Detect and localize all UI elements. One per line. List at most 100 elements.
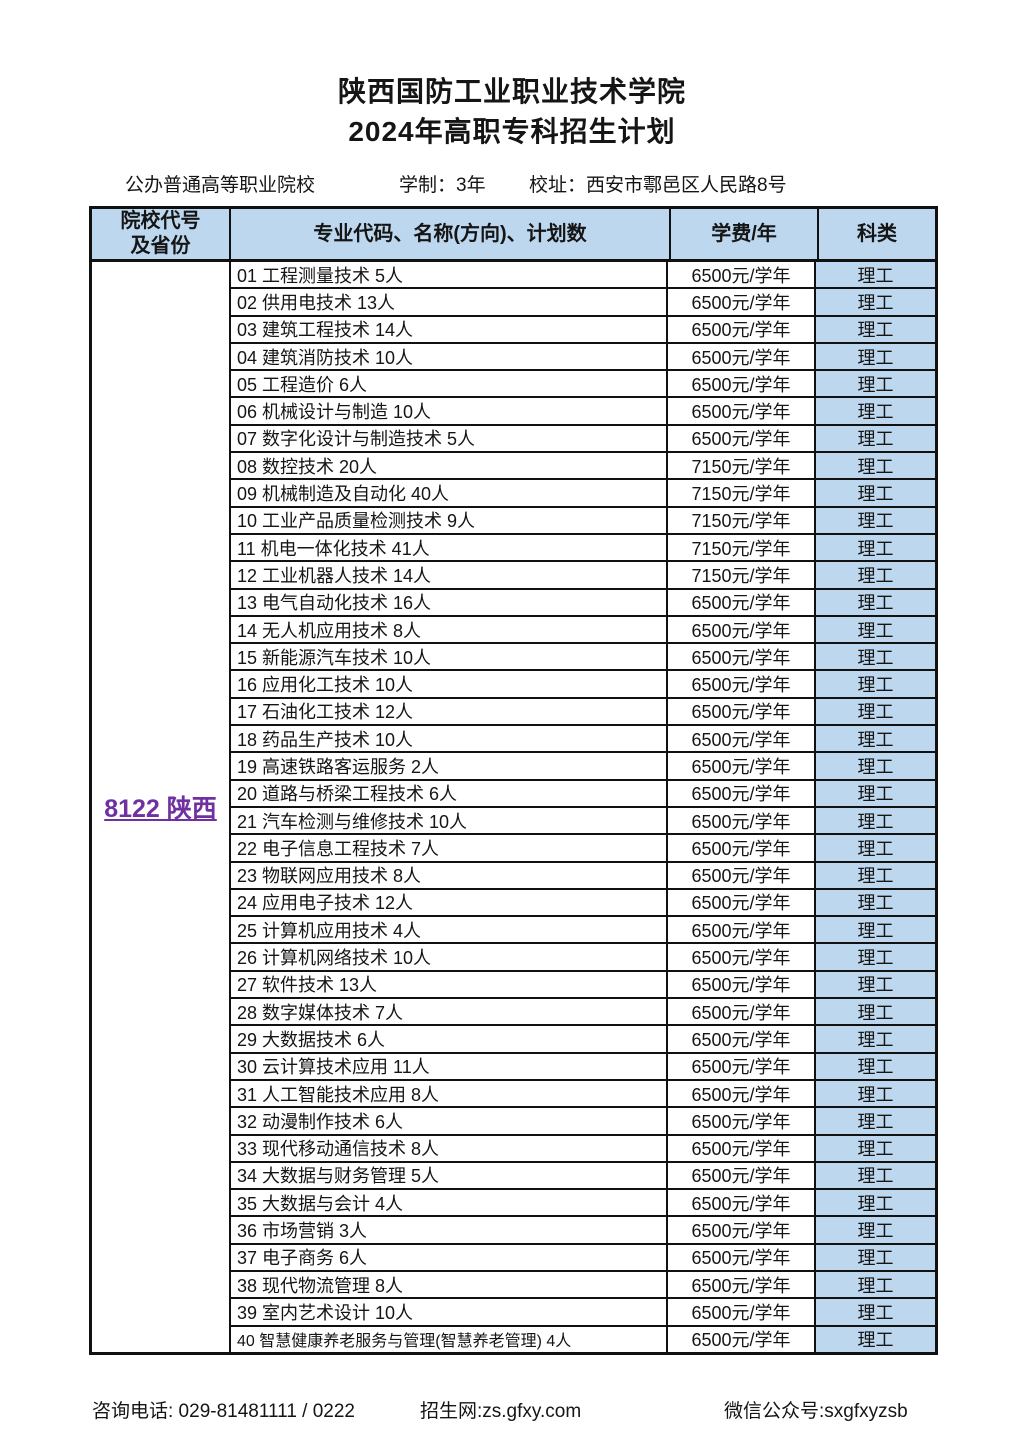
fee-cell: 6500元/学年 [668, 371, 816, 397]
table-row: 01 工程测量技术 5人 6500元/学年 理工 [231, 262, 935, 290]
table-row: 34 大数据与财务管理 5人 6500元/学年 理工 [231, 1162, 935, 1191]
category-cell: 理工 [816, 1080, 935, 1107]
category-cell: 理工 [816, 480, 935, 506]
major-cell: 37 电子商务 6人 [231, 1244, 668, 1270]
table-row: 36 市场营销 3人 6500元/学年 理工 [231, 1217, 935, 1245]
table-body: 8122 陕西 01 工程测量技术 5人 6500元/学年 理工 02 供用电技… [92, 262, 935, 1352]
table-row: 02 供用电技术 13人 6500元/学年 理工 [231, 289, 935, 317]
fee-cell: 6500元/学年 [668, 889, 816, 916]
category-cell: 理工 [816, 698, 935, 725]
table-row: 15 新能源汽车技术 10人 6500元/学年 理工 [231, 644, 935, 672]
category-cell: 理工 [816, 616, 935, 643]
major-cell: 04 建筑消防技术 10人 [231, 343, 668, 370]
major-cell: 12 工业机器人技术 14人 [231, 562, 668, 588]
fee-cell: 6500元/学年 [668, 726, 816, 752]
major-cell: 16 应用化工技术 10人 [231, 671, 668, 697]
fee-cell: 6500元/学年 [668, 971, 816, 998]
wechat-account-label: 微信公众号:sxgfxyzsb [724, 1401, 908, 1422]
fee-cell: 6500元/学年 [668, 1244, 816, 1270]
fee-cell: 6500元/学年 [668, 1299, 816, 1325]
major-cell: 20 道路与桥梁工程技术 6人 [231, 780, 668, 806]
table-row: 04 建筑消防技术 10人 6500元/学年 理工 [231, 343, 935, 372]
category-cell: 理工 [816, 999, 935, 1025]
category-cell: 理工 [816, 534, 935, 561]
table-row: 33 现代移动通信技术 8人 6500元/学年 理工 [231, 1135, 935, 1163]
fee-cell: 6500元/学年 [668, 1190, 816, 1216]
table-row: 12 工业机器人技术 14人 7150元/学年 理工 [231, 562, 935, 590]
major-cell: 40 智慧健康养老服务与管理(智慧养老管理) 4人 [231, 1326, 668, 1352]
category-cell: 理工 [816, 589, 935, 615]
major-cell: 26 计算机网络技术 10人 [231, 944, 668, 970]
major-cell: 32 动漫制作技术 6人 [231, 1108, 668, 1134]
major-cell: 25 计算机应用技术 4人 [231, 917, 668, 943]
major-cell: 23 物联网应用技术 8人 [231, 862, 668, 888]
fee-cell: 7150元/学年 [668, 480, 816, 506]
major-cell: 02 供用电技术 13人 [231, 289, 668, 315]
fee-cell: 6500元/学年 [668, 1053, 816, 1079]
major-cell: 03 建筑工程技术 14人 [231, 316, 668, 342]
column-header-category-label: 科类 [857, 222, 897, 245]
enrollment-plan-table: 院校代号 及省份 专业代码、名称(方向)、计划数 学费/年 科类 8122 陕西… [89, 206, 938, 1355]
column-header-category: 科类 [819, 209, 935, 259]
fee-cell: 6500元/学年 [668, 1135, 816, 1161]
major-cell: 19 高速铁路客运服务 2人 [231, 753, 668, 779]
major-cell: 36 市场营销 3人 [231, 1217, 668, 1243]
major-cell: 06 机械设计与制造 10人 [231, 398, 668, 424]
school-type-label: 公办普通高等职业院校 [125, 175, 316, 196]
college-code-link[interactable]: 8122 陕西 [104, 795, 217, 823]
category-cell: 理工 [816, 862, 935, 888]
fee-cell: 6500元/学年 [668, 425, 816, 452]
table-row: 10 工业产品质量检测技术 9人 7150元/学年 理工 [231, 507, 935, 535]
category-cell: 理工 [816, 1326, 935, 1352]
fee-cell: 6500元/学年 [668, 316, 816, 342]
table-row: 11 机电一体化技术 41人 7150元/学年 理工 [231, 534, 935, 563]
table-row: 29 大数据技术 6人 6500元/学年 理工 [231, 1026, 935, 1054]
category-cell: 理工 [816, 316, 935, 342]
major-cell: 22 电子信息工程技术 7人 [231, 835, 668, 861]
major-cell: 21 汽车检测与维修技术 10人 [231, 807, 668, 834]
table-row: 19 高速铁路客运服务 2人 6500元/学年 理工 [231, 753, 935, 781]
fee-cell: 6500元/学年 [668, 1162, 816, 1189]
category-cell: 理工 [816, 1053, 935, 1079]
fee-cell: 6500元/学年 [668, 780, 816, 806]
fee-cell: 7150元/学年 [668, 562, 816, 588]
category-cell: 理工 [816, 753, 935, 779]
major-cell: 34 大数据与财务管理 5人 [231, 1162, 668, 1189]
table-row: 30 云计算技术应用 11人 6500元/学年 理工 [231, 1053, 935, 1081]
fee-cell: 6500元/学年 [668, 589, 816, 615]
fee-cell: 6500元/学年 [668, 1271, 816, 1298]
fee-cell: 6500元/学年 [668, 917, 816, 943]
category-cell: 理工 [816, 371, 935, 397]
category-cell: 理工 [816, 780, 935, 806]
fee-cell: 6500元/学年 [668, 1326, 816, 1352]
table-row: 18 药品生产技术 10人 6500元/学年 理工 [231, 726, 935, 754]
major-cell: 01 工程测量技术 5人 [231, 262, 668, 288]
column-header-code-province: 院校代号 及省份 [92, 209, 231, 259]
admission-website-link[interactable]: 招生网:zs.gfxy.com [420, 1401, 582, 1422]
fee-cell: 7150元/学年 [668, 507, 816, 533]
table-row: 22 电子信息工程技术 7人 6500元/学年 理工 [231, 835, 935, 863]
table-header-row: 院校代号 及省份 专业代码、名称(方向)、计划数 学费/年 科类 [92, 209, 935, 262]
table-row: 09 机械制造及自动化 40人 7150元/学年 理工 [231, 480, 935, 508]
study-duration-label: 学制：3年 [399, 175, 486, 196]
fee-cell: 6500元/学年 [668, 1080, 816, 1107]
table-row: 05 工程造价 6人 6500元/学年 理工 [231, 371, 935, 399]
table-row: 08 数控技术 20人 7150元/学年 理工 [231, 453, 935, 481]
category-cell: 理工 [816, 1244, 935, 1270]
category-cell: 理工 [816, 453, 935, 479]
fee-cell: 6500元/学年 [668, 262, 816, 288]
column-header-major-label: 专业代码、名称(方向)、计划数 [313, 222, 587, 245]
consult-phone-label: 咨询电话: 029-81481111 / 0222 [92, 1401, 355, 1422]
table-row: 39 室内艺术设计 10人 6500元/学年 理工 [231, 1299, 935, 1327]
fee-cell: 6500元/学年 [668, 1217, 816, 1243]
column-header-major: 专业代码、名称(方向)、计划数 [231, 209, 671, 259]
major-cell: 10 工业产品质量检测技术 9人 [231, 507, 668, 533]
major-cell: 13 电气自动化技术 16人 [231, 589, 668, 615]
category-cell: 理工 [816, 1271, 935, 1298]
category-cell: 理工 [816, 889, 935, 916]
major-cell: 33 现代移动通信技术 8人 [231, 1135, 668, 1161]
category-cell: 理工 [816, 835, 935, 861]
table-row: 03 建筑工程技术 14人 6500元/学年 理工 [231, 316, 935, 344]
major-cell: 17 石油化工技术 12人 [231, 698, 668, 725]
category-cell: 理工 [816, 1108, 935, 1134]
